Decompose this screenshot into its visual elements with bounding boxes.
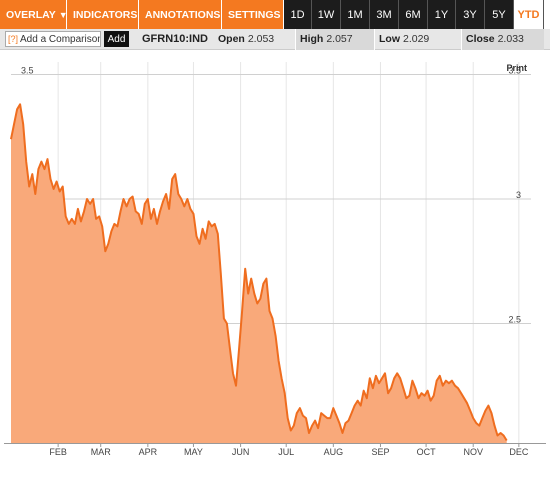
x-tick-label: MAY bbox=[184, 447, 203, 457]
help-icon[interactable]: [?] bbox=[8, 34, 19, 44]
x-tick-label: FEB bbox=[49, 447, 67, 457]
indicators-menu[interactable]: INDICATORS ▼ bbox=[67, 0, 149, 29]
close-label: Close bbox=[466, 33, 495, 45]
low-label: Low bbox=[379, 33, 400, 45]
range-1d-button[interactable]: 1D bbox=[284, 0, 312, 29]
range-6m-button[interactable]: 6M bbox=[399, 0, 428, 29]
settings-menu-label: SETTINGS bbox=[228, 8, 281, 21]
y-tick-label-left: 3.5 bbox=[21, 65, 34, 75]
chart-toolbar: OVERLAY ▼ INDICATORS ▼ ANNOTATIONS ▼ SET… bbox=[0, 0, 550, 29]
add-comparison-button[interactable]: Add bbox=[104, 31, 129, 47]
annotations-menu-label: ANNOTATIONS bbox=[145, 8, 221, 21]
y-tick-label-right: 3.5 bbox=[508, 65, 521, 75]
chevron-down-icon: ▼ bbox=[58, 9, 68, 20]
open-value: 2.053 bbox=[247, 33, 275, 45]
add-comparison-label: Add a Comparison bbox=[20, 33, 101, 45]
range-1m-button[interactable]: 1M bbox=[341, 0, 370, 29]
open-label: Open bbox=[218, 33, 245, 45]
indicators-menu-label: INDICATORS bbox=[73, 8, 138, 21]
x-tick-label: DEC bbox=[509, 447, 529, 457]
price-line bbox=[10, 103, 508, 442]
range-1w-button[interactable]: 1W bbox=[312, 0, 341, 29]
low-value: 2.029 bbox=[403, 33, 430, 45]
x-tick-label: JUN bbox=[232, 447, 250, 457]
overlay-menu[interactable]: OVERLAY ▼ bbox=[0, 0, 68, 29]
close-value: 2.033 bbox=[497, 33, 524, 45]
print-link[interactable]: Print bbox=[506, 63, 527, 73]
x-tick-label: MAR bbox=[91, 447, 112, 457]
overlay-menu-label: OVERLAY bbox=[6, 8, 56, 21]
close-stat: Close 2.033 bbox=[461, 28, 544, 50]
x-tick-label: JUL bbox=[278, 447, 294, 457]
annotations-menu[interactable]: ANNOTATIONS ▼ bbox=[139, 0, 232, 29]
settings-menu[interactable]: SETTINGS ▼ bbox=[222, 0, 292, 29]
range-1y-button[interactable]: 1Y bbox=[428, 0, 456, 29]
range-3y-button[interactable]: 3Y bbox=[456, 0, 485, 29]
add-comparison-field[interactable]: [?] Add a Comparison bbox=[5, 31, 101, 47]
price-chart: Print 3.53.5332.52.5FEBMARAPRMAYJUNJULAU… bbox=[0, 50, 550, 492]
high-label: High bbox=[300, 33, 324, 45]
x-tick-label: OCT bbox=[417, 447, 437, 457]
ticker-symbol: GFRN10:IND bbox=[142, 33, 209, 45]
y-tick-label-right: 2.5 bbox=[508, 314, 521, 324]
high-stat: High 2.057 bbox=[295, 28, 375, 50]
y-tick-label-right: 3 bbox=[516, 190, 521, 200]
high-value: 2.057 bbox=[326, 33, 353, 45]
x-tick-label: SEP bbox=[371, 447, 389, 457]
range-ytd-button[interactable]: YTD bbox=[514, 0, 544, 29]
quote-bar: [?] Add a Comparison Add GFRN10:IND Open… bbox=[0, 28, 550, 50]
price-area bbox=[11, 104, 507, 444]
x-tick-label: NOV bbox=[463, 447, 483, 457]
range-5y-button[interactable]: 5Y bbox=[485, 0, 514, 29]
x-tick-label: AUG bbox=[324, 447, 344, 457]
range-3m-button[interactable]: 3M bbox=[370, 0, 399, 29]
x-tick-label: APR bbox=[139, 447, 158, 457]
low-stat: Low 2.029 bbox=[375, 29, 461, 50]
open-stat: Open 2.053 bbox=[214, 29, 295, 50]
price-chart-svg: 3.53.5332.52.5FEBMARAPRMAYJUNJULAUGSEPOC… bbox=[4, 62, 546, 457]
